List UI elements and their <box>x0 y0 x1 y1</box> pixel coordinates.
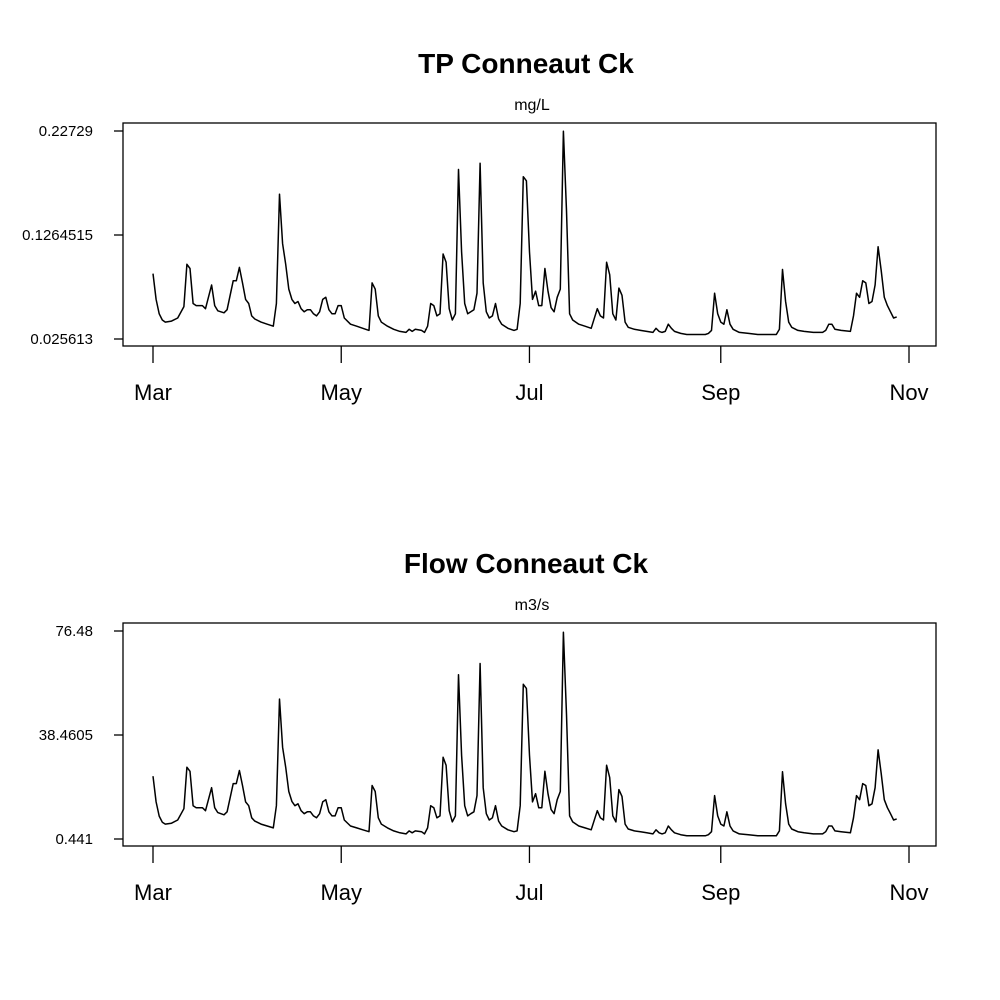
flow-y-tick-label: 76.48 <box>55 623 93 640</box>
tp-y-tick-label: 0.025613 <box>30 331 93 348</box>
tp-x-tick-label: Mar <box>134 380 172 405</box>
flow-x-tick-label: Mar <box>134 880 172 905</box>
flow-series-line <box>152 631 897 837</box>
flow-x-tick-label: Nov <box>889 880 928 905</box>
flow-chart-subtitle: m3/s <box>515 597 550 614</box>
flow-x-tick-label: Sep <box>701 880 740 905</box>
flow-x-tick-label: May <box>320 880 362 905</box>
flow-chart-panel: Flow Conneaut Ck m3/s 0.44138.460576.48 … <box>39 548 937 905</box>
flow-chart-title: Flow Conneaut Ck <box>404 548 649 579</box>
flow-y-tick-label: 0.441 <box>55 831 93 848</box>
tp-x-tick-label: Jul <box>515 380 543 405</box>
tp-chart-subtitle: mg/L <box>514 97 550 114</box>
tp-x-tick-label: Nov <box>889 380 928 405</box>
tp-series-line <box>152 130 897 336</box>
flow-y-tick-label: 38.4605 <box>39 727 93 744</box>
tp-y-tick-label: 0.22729 <box>39 123 93 140</box>
flow-x-tick-label: Jul <box>515 880 543 905</box>
tp-chart-title: TP Conneaut Ck <box>418 48 634 79</box>
tp-x-axis: Mar May Jul Sep Nov <box>134 346 929 405</box>
tp-y-axis: 0.025613 0.1264515 0.22729 <box>22 123 123 348</box>
tp-x-tick-label: May <box>320 380 362 405</box>
flow-x-axis: Mar May Jul Sep Nov <box>134 846 929 905</box>
tp-x-tick-label: Sep <box>701 380 740 405</box>
flow-y-axis: 0.441 38.4605 76.48 <box>39 623 123 848</box>
tp-y-tick-label: 0.1264515 <box>22 227 93 244</box>
tp-chart-panel: TP Conneaut Ck mg/L 0.025613 0.1264515 0.2… <box>22 48 937 405</box>
